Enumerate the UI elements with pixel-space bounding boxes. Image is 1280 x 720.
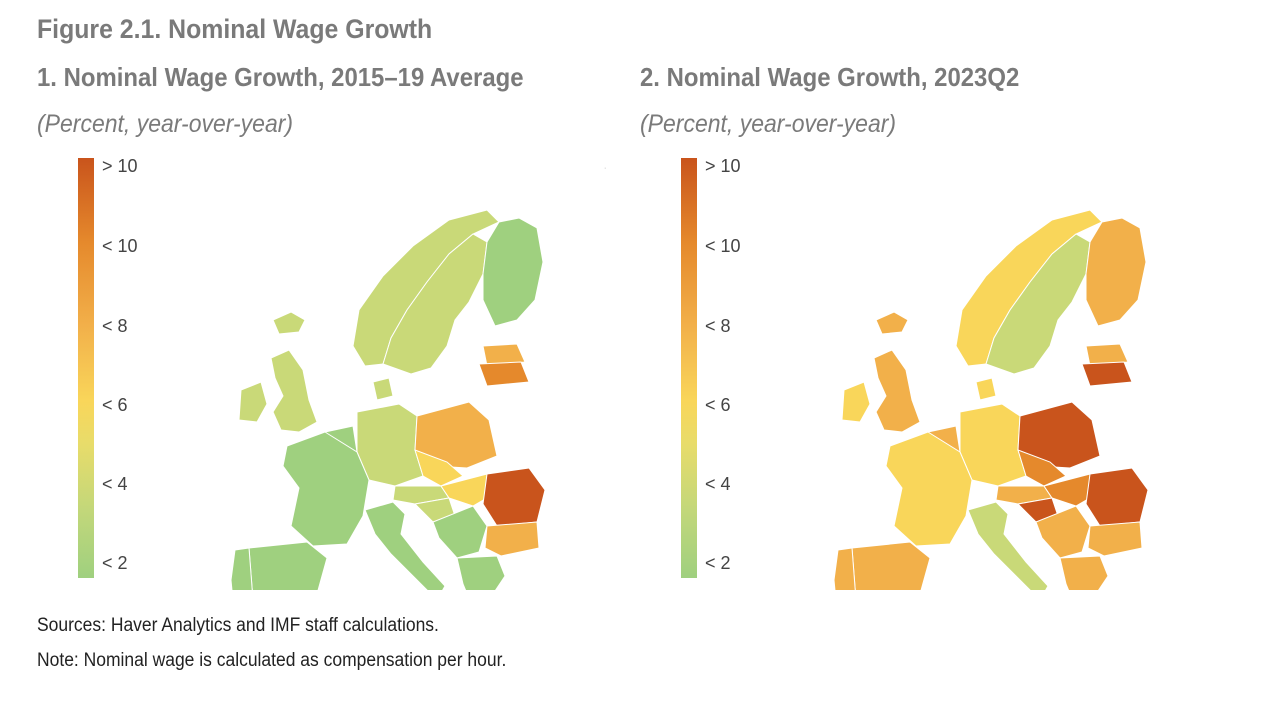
panel-1-subtitle: (Percent, year-over-year) <box>37 110 294 138</box>
region-portugal <box>833 547 856 590</box>
region-spain <box>248 541 328 590</box>
panel-1-title: 1. Nominal Wage Growth, 2015–19 Average <box>37 62 524 92</box>
region-spain <box>851 541 931 590</box>
legend-label-lt4: < 4 <box>705 474 731 494</box>
legend-label-lt6: < 6 <box>102 395 128 415</box>
region-germany <box>959 403 1027 487</box>
panel-2: 2. Nominal Wage Growth, 2023Q2 (Percent,… <box>640 60 1240 600</box>
region-baltics <box>482 343 526 367</box>
panel-2-subtitle: (Percent, year-over-year) <box>640 110 897 138</box>
legend-label-lt6: < 6 <box>705 395 731 415</box>
region-germany <box>356 403 424 487</box>
legend-label-gt10: > 10 <box>102 156 138 176</box>
region-bulgaria <box>1087 521 1143 557</box>
region-greece <box>1059 555 1109 590</box>
region-denmark <box>372 377 394 401</box>
region-iceland <box>272 311 306 335</box>
region-uk <box>873 349 921 433</box>
sources-note: Sources: Haver Analytics and IMF staff c… <box>37 615 439 636</box>
region-ireland <box>841 381 871 423</box>
region-france <box>282 431 370 547</box>
region-romania <box>1085 467 1149 527</box>
legend-label-lt2: < 2 <box>705 553 731 573</box>
legend-label-lt10: < 10 <box>705 236 741 256</box>
figure-title: Figure 2.1. Nominal Wage Growth <box>37 14 433 44</box>
stray-mark: · <box>604 165 607 172</box>
region-bulgaria <box>484 521 540 557</box>
region-portugal <box>230 547 253 590</box>
region-latvia <box>478 361 530 387</box>
region-italy <box>967 501 1049 590</box>
europe-map-2015-19 <box>230 209 546 590</box>
legend-label-lt2: < 2 <box>102 553 128 573</box>
panel-1: 1. Nominal Wage Growth, 2015–19 Average … <box>37 60 637 600</box>
legend-color-bar <box>681 158 697 578</box>
methodology-note: Note: Nominal wage is calculated as comp… <box>37 650 507 671</box>
region-iceland <box>875 311 909 335</box>
europe-map-2023q2 <box>833 209 1149 590</box>
legend-label-lt8: < 8 <box>102 316 128 336</box>
legend-label-gt10: > 10 <box>705 156 741 176</box>
region-greece <box>456 555 506 590</box>
region-finland <box>482 217 544 327</box>
legend-label-lt4: < 4 <box>102 474 128 494</box>
region-balkans <box>432 505 488 559</box>
region-romania <box>482 467 546 527</box>
legend-color-bar <box>78 158 94 578</box>
region-finland <box>1085 217 1147 327</box>
region-ireland <box>238 381 268 423</box>
legend-label-lt10: < 10 <box>102 236 138 256</box>
region-italy <box>364 501 446 590</box>
region-france <box>885 431 973 547</box>
region-czech <box>1017 449 1067 487</box>
legend-label-lt8: < 8 <box>705 316 731 336</box>
region-balkans <box>1035 505 1091 559</box>
region-baltics <box>1085 343 1129 367</box>
region-czech <box>414 449 464 487</box>
region-denmark <box>975 377 997 401</box>
panel-2-title: 2. Nominal Wage Growth, 2023Q2 <box>640 62 1020 92</box>
region-uk <box>270 349 318 433</box>
region-latvia <box>1081 361 1133 387</box>
